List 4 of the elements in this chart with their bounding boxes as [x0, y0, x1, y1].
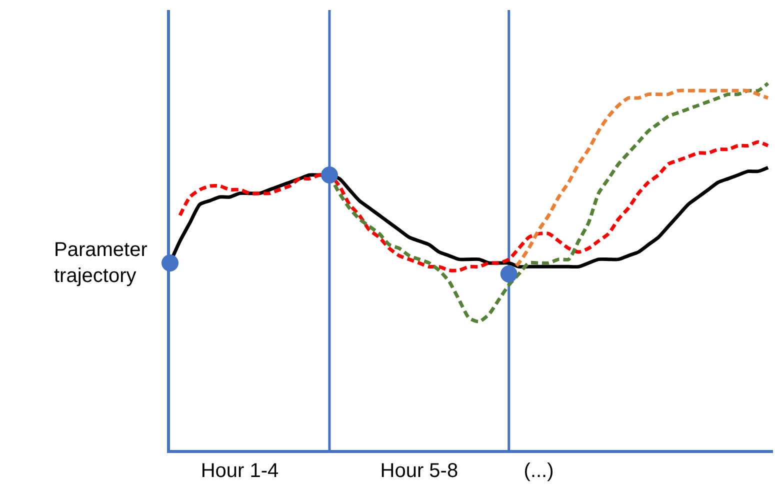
x-tick-label: Hour 5-8 [380, 460, 458, 482]
y-axis-title: Parameter trajectory [54, 239, 148, 287]
x-tick-label: (...) [524, 460, 554, 482]
x-tick-label: Hour 1-4 [200, 460, 279, 482]
